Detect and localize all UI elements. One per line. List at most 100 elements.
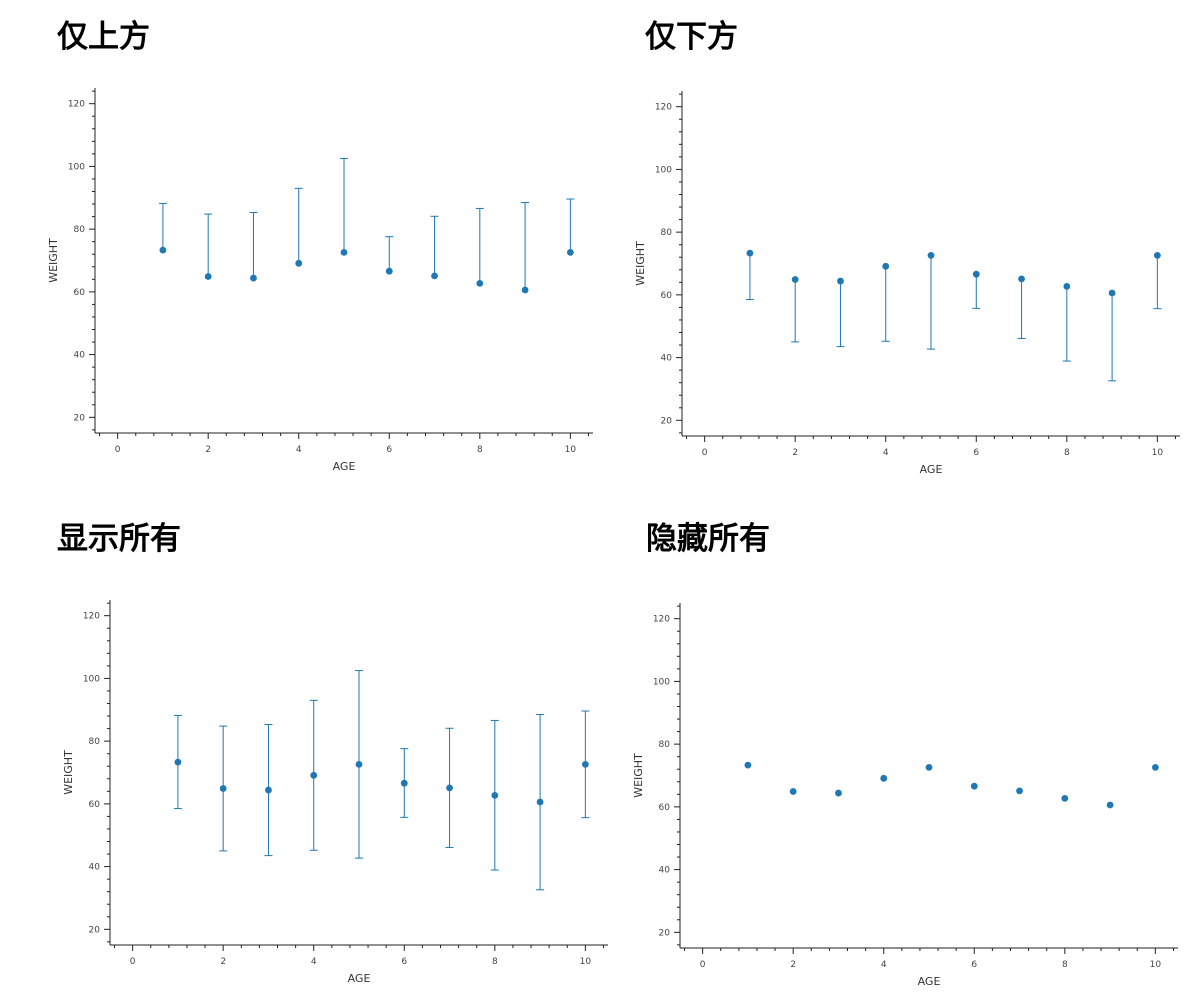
data-point xyxy=(581,760,589,768)
x-tick-label: 10 xyxy=(1150,960,1162,970)
data-point xyxy=(835,789,842,797)
data-point xyxy=(355,760,363,768)
data-point xyxy=(1018,275,1025,283)
x-axis-title: AGE xyxy=(920,463,943,476)
x-tick-label: 0 xyxy=(115,445,121,455)
y-tick-label: 60 xyxy=(659,803,671,813)
chart-title: 仅上方 xyxy=(57,19,150,55)
y-tick-label: 60 xyxy=(661,291,673,301)
x-tick-label: 0 xyxy=(700,960,706,970)
data-point xyxy=(295,259,303,267)
y-tick-label: 20 xyxy=(89,925,101,935)
chart-svg: 20 40 60 80 100 120 0 2 4 6 8 10 AGE WEIGHT xyxy=(47,88,593,473)
y-tick-label: 100 xyxy=(655,165,672,175)
y-tick-label: 40 xyxy=(74,351,86,361)
x-tick-label: 8 xyxy=(1064,448,1070,458)
x-tick-label: 10 xyxy=(565,445,577,455)
x-tick-label: 10 xyxy=(580,957,592,967)
data-point xyxy=(536,798,544,806)
data-point xyxy=(400,779,408,787)
data-point xyxy=(925,763,933,771)
chart-svg: 20 40 60 80 100 120 0 2 4 6 8 10 AGE WEIGHT xyxy=(62,600,608,985)
y-axis-title: WEIGHT xyxy=(62,750,75,795)
chart-panel-both: 显示所有 20 40 60 80 100 120 0 2 4 6 8 10 AGE WEIGHT xyxy=(0,500,608,1000)
y-tick-label: 120 xyxy=(83,612,100,622)
y-tick-label: 120 xyxy=(68,100,85,110)
chart-panel-upper: 仅上方 20 40 60 80 100 120 0 2 4 6 8 10 AGE WEIGHT xyxy=(0,0,600,500)
y-tick-label: 40 xyxy=(661,354,673,364)
y-tick-label: 120 xyxy=(655,103,672,113)
data-point xyxy=(310,771,318,779)
data-point xyxy=(1108,289,1116,297)
data-point xyxy=(789,788,797,795)
data-point xyxy=(219,785,227,792)
y-tick-label: 20 xyxy=(659,928,671,938)
y-tick-label: 120 xyxy=(653,615,670,625)
y-tick-label: 80 xyxy=(661,228,673,238)
x-tick-label: 2 xyxy=(220,957,226,967)
data-point xyxy=(204,273,212,280)
y-tick-label: 80 xyxy=(659,740,671,750)
x-tick-label: 4 xyxy=(311,957,317,967)
data-point xyxy=(491,791,499,799)
data-point xyxy=(174,758,182,766)
y-axis-title: WEIGHT xyxy=(634,241,647,286)
data-point xyxy=(1016,787,1023,795)
data-point xyxy=(340,248,348,256)
x-axis-title: AGE xyxy=(918,975,941,988)
y-tick-label: 40 xyxy=(89,863,101,873)
x-tick-label: 10 xyxy=(1152,448,1164,458)
y-tick-label: 80 xyxy=(89,737,101,747)
chart-title: 显示所有 xyxy=(57,521,181,557)
data-point xyxy=(746,249,754,257)
data-point xyxy=(1106,801,1114,809)
y-axis-title: WEIGHT xyxy=(632,753,645,798)
data-point xyxy=(1151,763,1159,771)
y-tick-label: 60 xyxy=(89,800,101,810)
x-axis-title: AGE xyxy=(333,460,356,473)
data-point xyxy=(791,276,799,283)
chart-title: 仅下方 xyxy=(645,19,738,55)
y-tick-label: 40 xyxy=(659,866,671,876)
y-tick-label: 60 xyxy=(74,288,86,298)
data-point xyxy=(385,267,393,275)
data-point xyxy=(970,782,978,790)
y-tick-label: 20 xyxy=(661,416,673,426)
x-tick-label: 8 xyxy=(1062,960,1068,970)
y-tick-label: 100 xyxy=(83,674,100,684)
x-tick-label: 4 xyxy=(881,960,887,970)
data-point xyxy=(566,248,574,256)
chart-svg: 20 40 60 80 100 120 0 2 4 6 8 10 AGE WEIGHT xyxy=(634,91,1180,476)
data-point xyxy=(927,251,935,259)
data-point xyxy=(250,274,257,282)
data-point xyxy=(265,786,272,794)
x-tick-label: 6 xyxy=(386,445,392,455)
y-axis-title: WEIGHT xyxy=(47,238,60,283)
data-point xyxy=(1063,282,1071,290)
data-point xyxy=(972,270,980,278)
x-tick-label: 6 xyxy=(971,960,977,970)
x-tick-label: 8 xyxy=(477,445,483,455)
x-tick-label: 2 xyxy=(790,960,796,970)
data-point xyxy=(521,286,529,294)
x-tick-label: 2 xyxy=(205,445,211,455)
data-point xyxy=(882,262,890,270)
x-tick-label: 2 xyxy=(792,448,798,458)
x-axis-title: AGE xyxy=(348,972,371,985)
data-point xyxy=(476,279,484,287)
x-tick-label: 4 xyxy=(883,448,889,458)
x-tick-label: 0 xyxy=(130,957,136,967)
chart-panel-lower: 仅下方 20 40 60 80 100 120 0 2 4 6 8 10 AGE WEIGHT xyxy=(600,0,1200,500)
chart-panel-none: 隐藏所有 20 40 60 80 100 120 0 2 4 6 8 10 AGE WEIGHT xyxy=(600,500,1200,1000)
data-point xyxy=(880,774,888,782)
data-point xyxy=(431,272,438,280)
x-tick-label: 0 xyxy=(702,448,708,458)
data-point xyxy=(446,784,453,792)
data-point xyxy=(1153,251,1161,259)
x-tick-label: 6 xyxy=(401,957,407,967)
x-tick-label: 8 xyxy=(492,957,498,967)
data-point xyxy=(1061,794,1069,802)
chart-title: 隐藏所有 xyxy=(646,521,770,557)
y-tick-label: 80 xyxy=(74,225,86,235)
y-tick-label: 100 xyxy=(653,677,670,687)
